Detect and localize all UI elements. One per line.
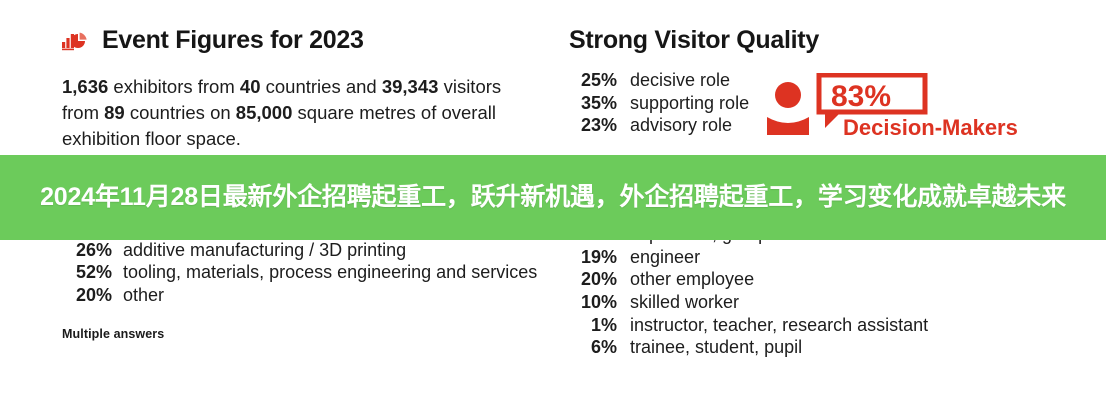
stat-percentage: 25%: [580, 70, 617, 90]
overlay-title-text: 2024年11月28日最新外企招聘起重工，跃升新机遇，外企招聘起重工，学习变化成…: [40, 183, 1066, 212]
visitor-quality-body: 25% decisive role 35% supporting role 23% adv…: [569, 69, 1094, 145]
stat-row: 25% decisive role: [569, 69, 749, 92]
stat-row: 26% additive manufacturing / 3D printing: [62, 239, 541, 262]
multiple-answers-note: Multiple answers: [62, 326, 165, 341]
stat-label: tooling, materials, process engineering …: [123, 262, 538, 283]
stat-label: skilled worker: [630, 292, 740, 313]
decision-makers-label: Decision-Makers: [843, 115, 1018, 140]
stat-label: trainee, student, pupil: [630, 337, 803, 358]
intro-figure: 85,000: [235, 101, 293, 123]
stat-label: other: [123, 285, 165, 306]
person-body-icon: [767, 117, 810, 135]
stat-label: instructor, teacher, research assistant: [630, 314, 929, 335]
stat-row: 20% other: [62, 284, 541, 307]
stat-percentage: 35%: [580, 92, 617, 113]
event-figures-heading-row: Event Figures for 2023: [62, 26, 541, 55]
stat-label: decisive role: [630, 70, 731, 90]
event-figures-title: Event Figures for 2023: [102, 26, 364, 54]
decision-makers-value: 83%: [831, 80, 891, 113]
role-stat-list: 25% decisive role 35% supporting role 23% adv…: [569, 69, 749, 137]
decision-makers-graphic: 83% Decision-Makers: [767, 73, 1018, 140]
intro-figure: 39,343: [381, 75, 439, 97]
stat-row: 6% trainee, student, pupil: [569, 336, 1094, 359]
stat-row: 20% other employee: [569, 268, 1094, 291]
stat-percentage: 10%: [580, 292, 617, 313]
visitor-quality-title: Strong Visitor Quality: [569, 26, 819, 54]
stat-percentage: 20%: [75, 285, 112, 306]
intro-text: square metres of overall exhibition floo…: [62, 101, 496, 150]
stat-label: additive manufacturing / 3D printing: [123, 239, 407, 260]
intro-text: exhibitors from: [108, 75, 240, 97]
intro-figure: 1,636: [62, 75, 109, 97]
stat-label: advisory role: [630, 115, 733, 136]
intro-figure: 40: [239, 75, 261, 97]
stat-label: supporting role: [630, 92, 750, 113]
stat-row: 19% engineer: [569, 246, 1094, 269]
callout-tail: [825, 112, 842, 128]
stat-row: 10% skilled worker: [569, 291, 1094, 314]
intro-text: visitors from: [62, 75, 502, 123]
intro-text: countries on: [124, 101, 236, 123]
stat-percentage: 23%: [580, 115, 617, 136]
bar-pie-chart-icon: [62, 32, 87, 50]
stat-percentage: 19%: [580, 246, 617, 267]
stat-percentage: 20%: [580, 269, 617, 290]
stat-label: engineer: [630, 246, 701, 267]
stat-percentage: 1%: [590, 314, 617, 335]
callout-box: [816, 73, 928, 115]
overlay-banner: 2024年11月28日最新外企招聘起重工，跃升新机遇，外企招聘起重工，学习变化成…: [0, 155, 1106, 240]
event-figures-intro: 1,636 exhibitors from 40 countries and 3…: [62, 74, 532, 153]
stat-percentage: 26%: [75, 239, 112, 260]
stat-row: 23% advisory role: [569, 114, 749, 137]
stat-row: 1% instructor, teacher, research assistan…: [569, 314, 1094, 337]
stat-percentage: 6%: [590, 337, 617, 358]
stat-label: other employee: [630, 269, 755, 290]
intro-text: countries and: [260, 75, 382, 97]
person-avatar-icon: [775, 82, 802, 108]
visitor-quality-heading-row: Strong Visitor Quality: [569, 26, 1094, 55]
intro-figure: 89: [104, 101, 125, 123]
stat-percentage: 52%: [75, 262, 112, 283]
stat-row: 35% supporting role: [569, 92, 749, 115]
stat-row: 52% tooling, materials, process engineeri…: [62, 261, 541, 284]
